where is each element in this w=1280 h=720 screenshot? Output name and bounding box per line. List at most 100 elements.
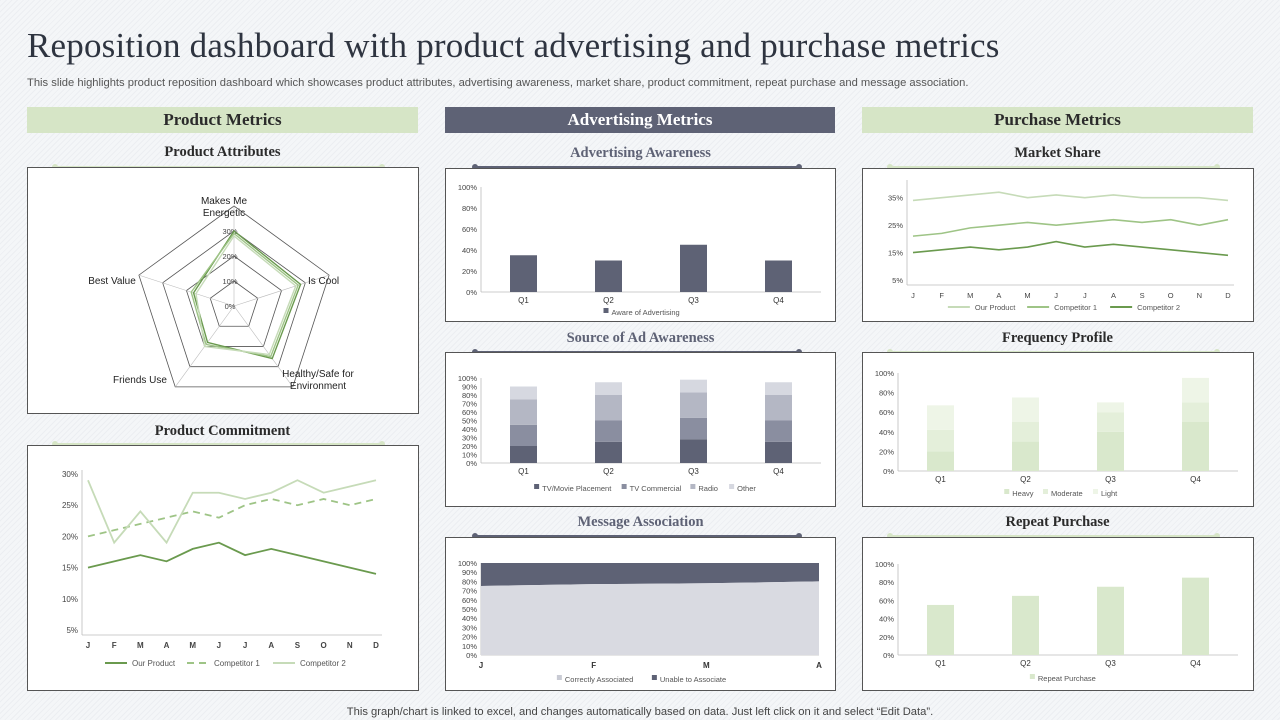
p-market-xtick: F xyxy=(939,291,944,300)
p-repeat-bar xyxy=(1182,577,1209,655)
product-attributes-title: Product Attributes xyxy=(164,144,281,160)
p-source-xtick: Q2 xyxy=(603,467,614,476)
p-freq-bar xyxy=(927,429,954,452)
p-repeat-svg: 0% 20% 40% 60% 80% 100% Q1 Q2 Q3 Q4 Repeat Purchas… xyxy=(875,560,1238,683)
p-repeat-ytick: 40% xyxy=(879,615,894,624)
p-source-legend-swatch xyxy=(690,484,696,489)
message-ytick: 20% xyxy=(462,633,477,642)
p-commit-series-line xyxy=(87,479,377,545)
p-source-ytick: 80% xyxy=(462,391,477,400)
p-source-bar xyxy=(765,395,792,421)
p-source-bar xyxy=(595,441,622,463)
p-freq-xtick: Q3 xyxy=(1105,475,1116,484)
p-source-bar xyxy=(510,446,537,463)
message-area-unable xyxy=(481,563,819,586)
p-repeat-xtick: Q1 xyxy=(935,659,946,668)
radar-axis-label: Energetic xyxy=(203,208,245,219)
p-source-bar xyxy=(765,420,792,442)
p-freq-legend-label: Light xyxy=(1101,489,1118,498)
p-source-bar xyxy=(595,395,622,421)
p-source-bar xyxy=(510,424,537,446)
p-adaware-bar xyxy=(765,260,792,292)
message-area-correct xyxy=(481,581,819,655)
message-xtick: F xyxy=(591,661,596,670)
p-adaware-legend-label: Aware of Advertising xyxy=(612,308,680,317)
advertising-metrics-header: Advertising Metrics xyxy=(445,107,835,133)
radar-ring-label: 10% xyxy=(222,277,237,286)
p-market-ytick: 25% xyxy=(888,221,903,230)
p-freq-bar xyxy=(1097,412,1124,432)
message-ytick: 70% xyxy=(462,587,477,596)
advertising-awareness-rule xyxy=(472,164,802,170)
message-ytick: 10% xyxy=(462,642,477,651)
page-subtitle: This slide highlights product reposition… xyxy=(27,77,969,89)
p-commit-legend-label: Our Product xyxy=(132,659,176,668)
p-freq-bar xyxy=(1012,397,1039,422)
p-adaware-ytick: 0% xyxy=(466,288,477,297)
message-ytick: 60% xyxy=(462,596,477,605)
p-adaware-ytick: 40% xyxy=(462,246,477,255)
p-repeat-ytick: 20% xyxy=(879,633,894,642)
product-commitment-panel: 5% 10% 15% 20% 25% 30% J F M A M J J A S O N D Our Product… xyxy=(27,445,419,691)
p-freq-legend-swatch xyxy=(1043,489,1048,494)
p-commit-xtick: A xyxy=(164,641,170,650)
p-freq-bar xyxy=(1182,422,1209,471)
p-source-bar xyxy=(680,379,707,393)
p-message-svg: 0%10%20%30%40%50%60%70%80%90%100% J F M A Cor… xyxy=(458,559,822,684)
p-repeat-bar xyxy=(927,604,954,655)
p-freq-bar xyxy=(1012,422,1039,442)
p-market-xtick: D xyxy=(1225,291,1231,300)
p-source-bar xyxy=(510,386,537,400)
purchase-metrics-header: Purchase Metrics xyxy=(862,107,1253,133)
p-source-legend-label: Other xyxy=(737,484,756,493)
p-freq-legend-label: Heavy xyxy=(1012,489,1034,498)
p-freq-xtick: Q2 xyxy=(1020,475,1031,484)
p-commit-ytick: 15% xyxy=(62,564,78,573)
radar-axis-label: Friends Use xyxy=(113,375,167,386)
p-adaware-bar xyxy=(595,260,622,292)
p-commit-legend-label: Competitor 2 xyxy=(300,659,346,668)
p-market-xtick: N xyxy=(1197,291,1202,300)
p-commit-series-line xyxy=(87,541,377,575)
frequency-profile-title: Frequency Profile xyxy=(1001,330,1113,346)
footer-note: This graph/chart is linked to excel, and… xyxy=(346,706,934,718)
message-xtick: M xyxy=(703,661,710,670)
radar-ring xyxy=(209,280,259,327)
p-market-svg: 5% 15% 25% 35% J F M A M J J A S O N D Our Product Compet… xyxy=(888,180,1234,312)
product-commitment-title: Product Commitment xyxy=(154,423,291,439)
p-market-series-line xyxy=(912,240,1229,257)
p-source-xtick: Q3 xyxy=(688,467,699,476)
p-freq-xtick: Q1 xyxy=(935,475,946,484)
p-market-xtick: J xyxy=(1054,291,1058,300)
message-ytick: 80% xyxy=(462,577,477,586)
p-adaware-xtick: Q2 xyxy=(603,296,614,305)
radar-axis-label: Best Value xyxy=(88,276,136,287)
p-freq-legend-swatch xyxy=(1004,489,1010,494)
message-legend-label: Unable to Associate xyxy=(660,675,726,684)
radar-axis-label: Environment xyxy=(290,381,346,392)
p-commit-xtick: D xyxy=(373,641,379,650)
p-freq-ytick: 0% xyxy=(883,467,894,476)
p-freq-ytick: 80% xyxy=(879,389,894,398)
p-source-bar xyxy=(680,417,707,440)
p-freq-bar xyxy=(1012,441,1039,471)
radar-series xyxy=(190,232,300,358)
p-freq-bar xyxy=(1097,402,1124,413)
p-source-legend-label: Radio xyxy=(698,484,718,493)
p-freq-bar xyxy=(1182,402,1209,422)
radar-ring xyxy=(138,205,330,388)
message-xtick: J xyxy=(479,661,483,670)
p-commit-xtick: S xyxy=(295,641,301,650)
p-market-legend-label: Our Product xyxy=(975,303,1016,312)
p-source-ytick: 60% xyxy=(462,408,477,417)
p-freq-ytick: 60% xyxy=(879,408,894,417)
p-adaware-bar xyxy=(680,244,707,292)
p-commit-ytick: 5% xyxy=(66,626,78,635)
message-legend-label: Correctly Associated xyxy=(565,675,633,684)
p-market-xtick: J xyxy=(1083,291,1087,300)
p-commit-legend-label: Competitor 1 xyxy=(214,659,260,668)
p-source-ytick: 20% xyxy=(462,442,477,451)
p-adaware-ytick: 60% xyxy=(462,225,477,234)
advertising-awareness-panel: 0% 20% 40% 60% 80% 100% Q1 Q2 Q3 Q4 Aware of Adver… xyxy=(445,168,836,322)
radar-ring xyxy=(185,255,283,347)
